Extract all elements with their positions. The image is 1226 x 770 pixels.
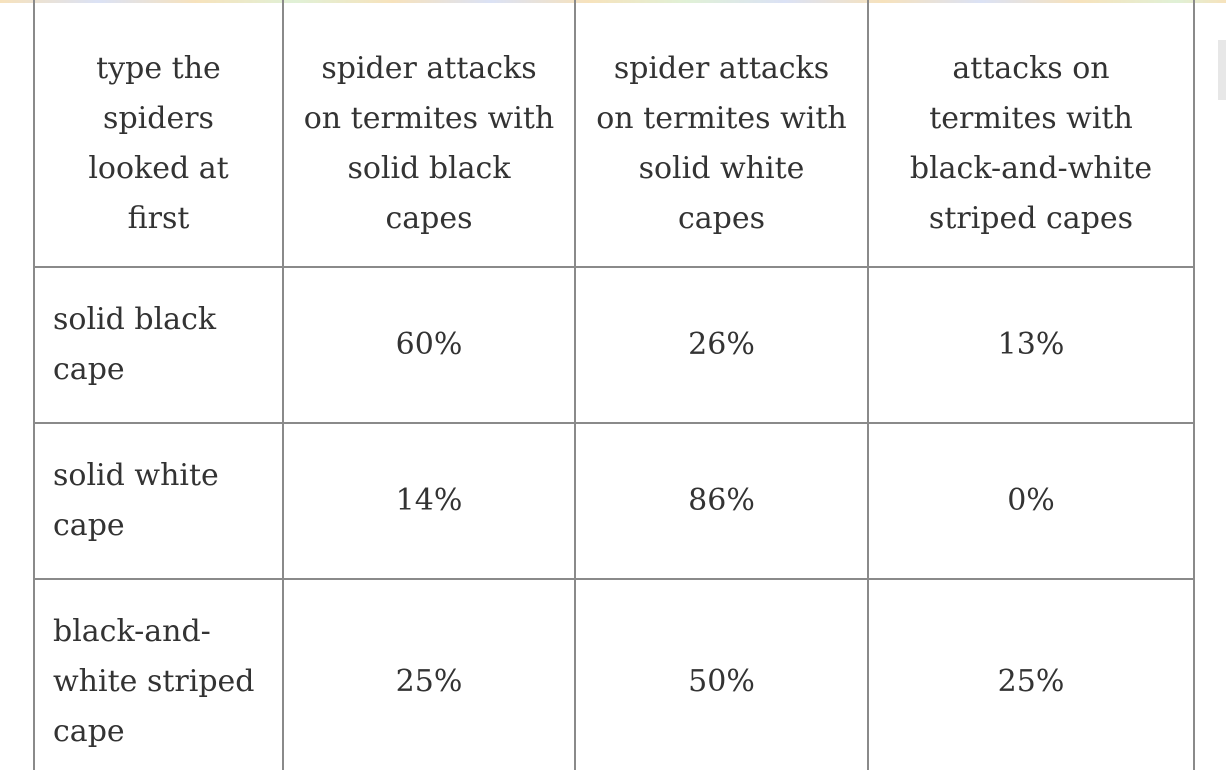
value-cell: 86% [574, 422, 869, 580]
value-cell: 50% [574, 578, 869, 770]
scrollbar-track[interactable] [1218, 40, 1226, 100]
header-label: type the spiders looked at first [88, 51, 229, 236]
row-label-cell: solid white cape [33, 422, 284, 580]
value-cell: 26% [574, 266, 869, 424]
header-cell-first-look: type the spiders looked at first [33, 0, 284, 268]
value-cell: 13% [867, 266, 1195, 424]
header-cell-black-capes: spider attacks on termites with solid bl… [282, 0, 576, 268]
header-label: spider attacks on termites with solid bl… [303, 51, 555, 236]
table-row: solid black cape 60% 26% 13% [33, 266, 1195, 424]
value-cell: 25% [867, 578, 1195, 770]
row-label: black-and-white striped cape [53, 613, 255, 749]
row-label-cell: solid black cape [33, 266, 284, 424]
value-cell: 60% [282, 266, 576, 424]
table-row: black-and-white striped cape 25% 50% 25% [33, 578, 1195, 770]
header-label: attacks on termites with black-and-white… [909, 51, 1153, 236]
value-cell: 0% [867, 422, 1195, 580]
header-cell-white-capes: spider attacks on termites with solid wh… [574, 0, 869, 268]
header-cell-striped-capes: attacks on termites with black-and-white… [867, 0, 1195, 268]
value-cell: 25% [282, 578, 576, 770]
data-table: type the spiders looked at first spider … [33, 0, 1195, 770]
header-label: spider attacks on termites with solid wh… [596, 51, 847, 236]
row-label: solid white cape [53, 458, 219, 543]
table-row: solid white cape 14% 86% 0% [33, 422, 1195, 580]
row-label-cell: black-and-white striped cape [33, 578, 284, 770]
table-header-row: type the spiders looked at first spider … [33, 0, 1195, 268]
value-cell: 14% [282, 422, 576, 580]
row-label: solid black cape [53, 302, 217, 387]
